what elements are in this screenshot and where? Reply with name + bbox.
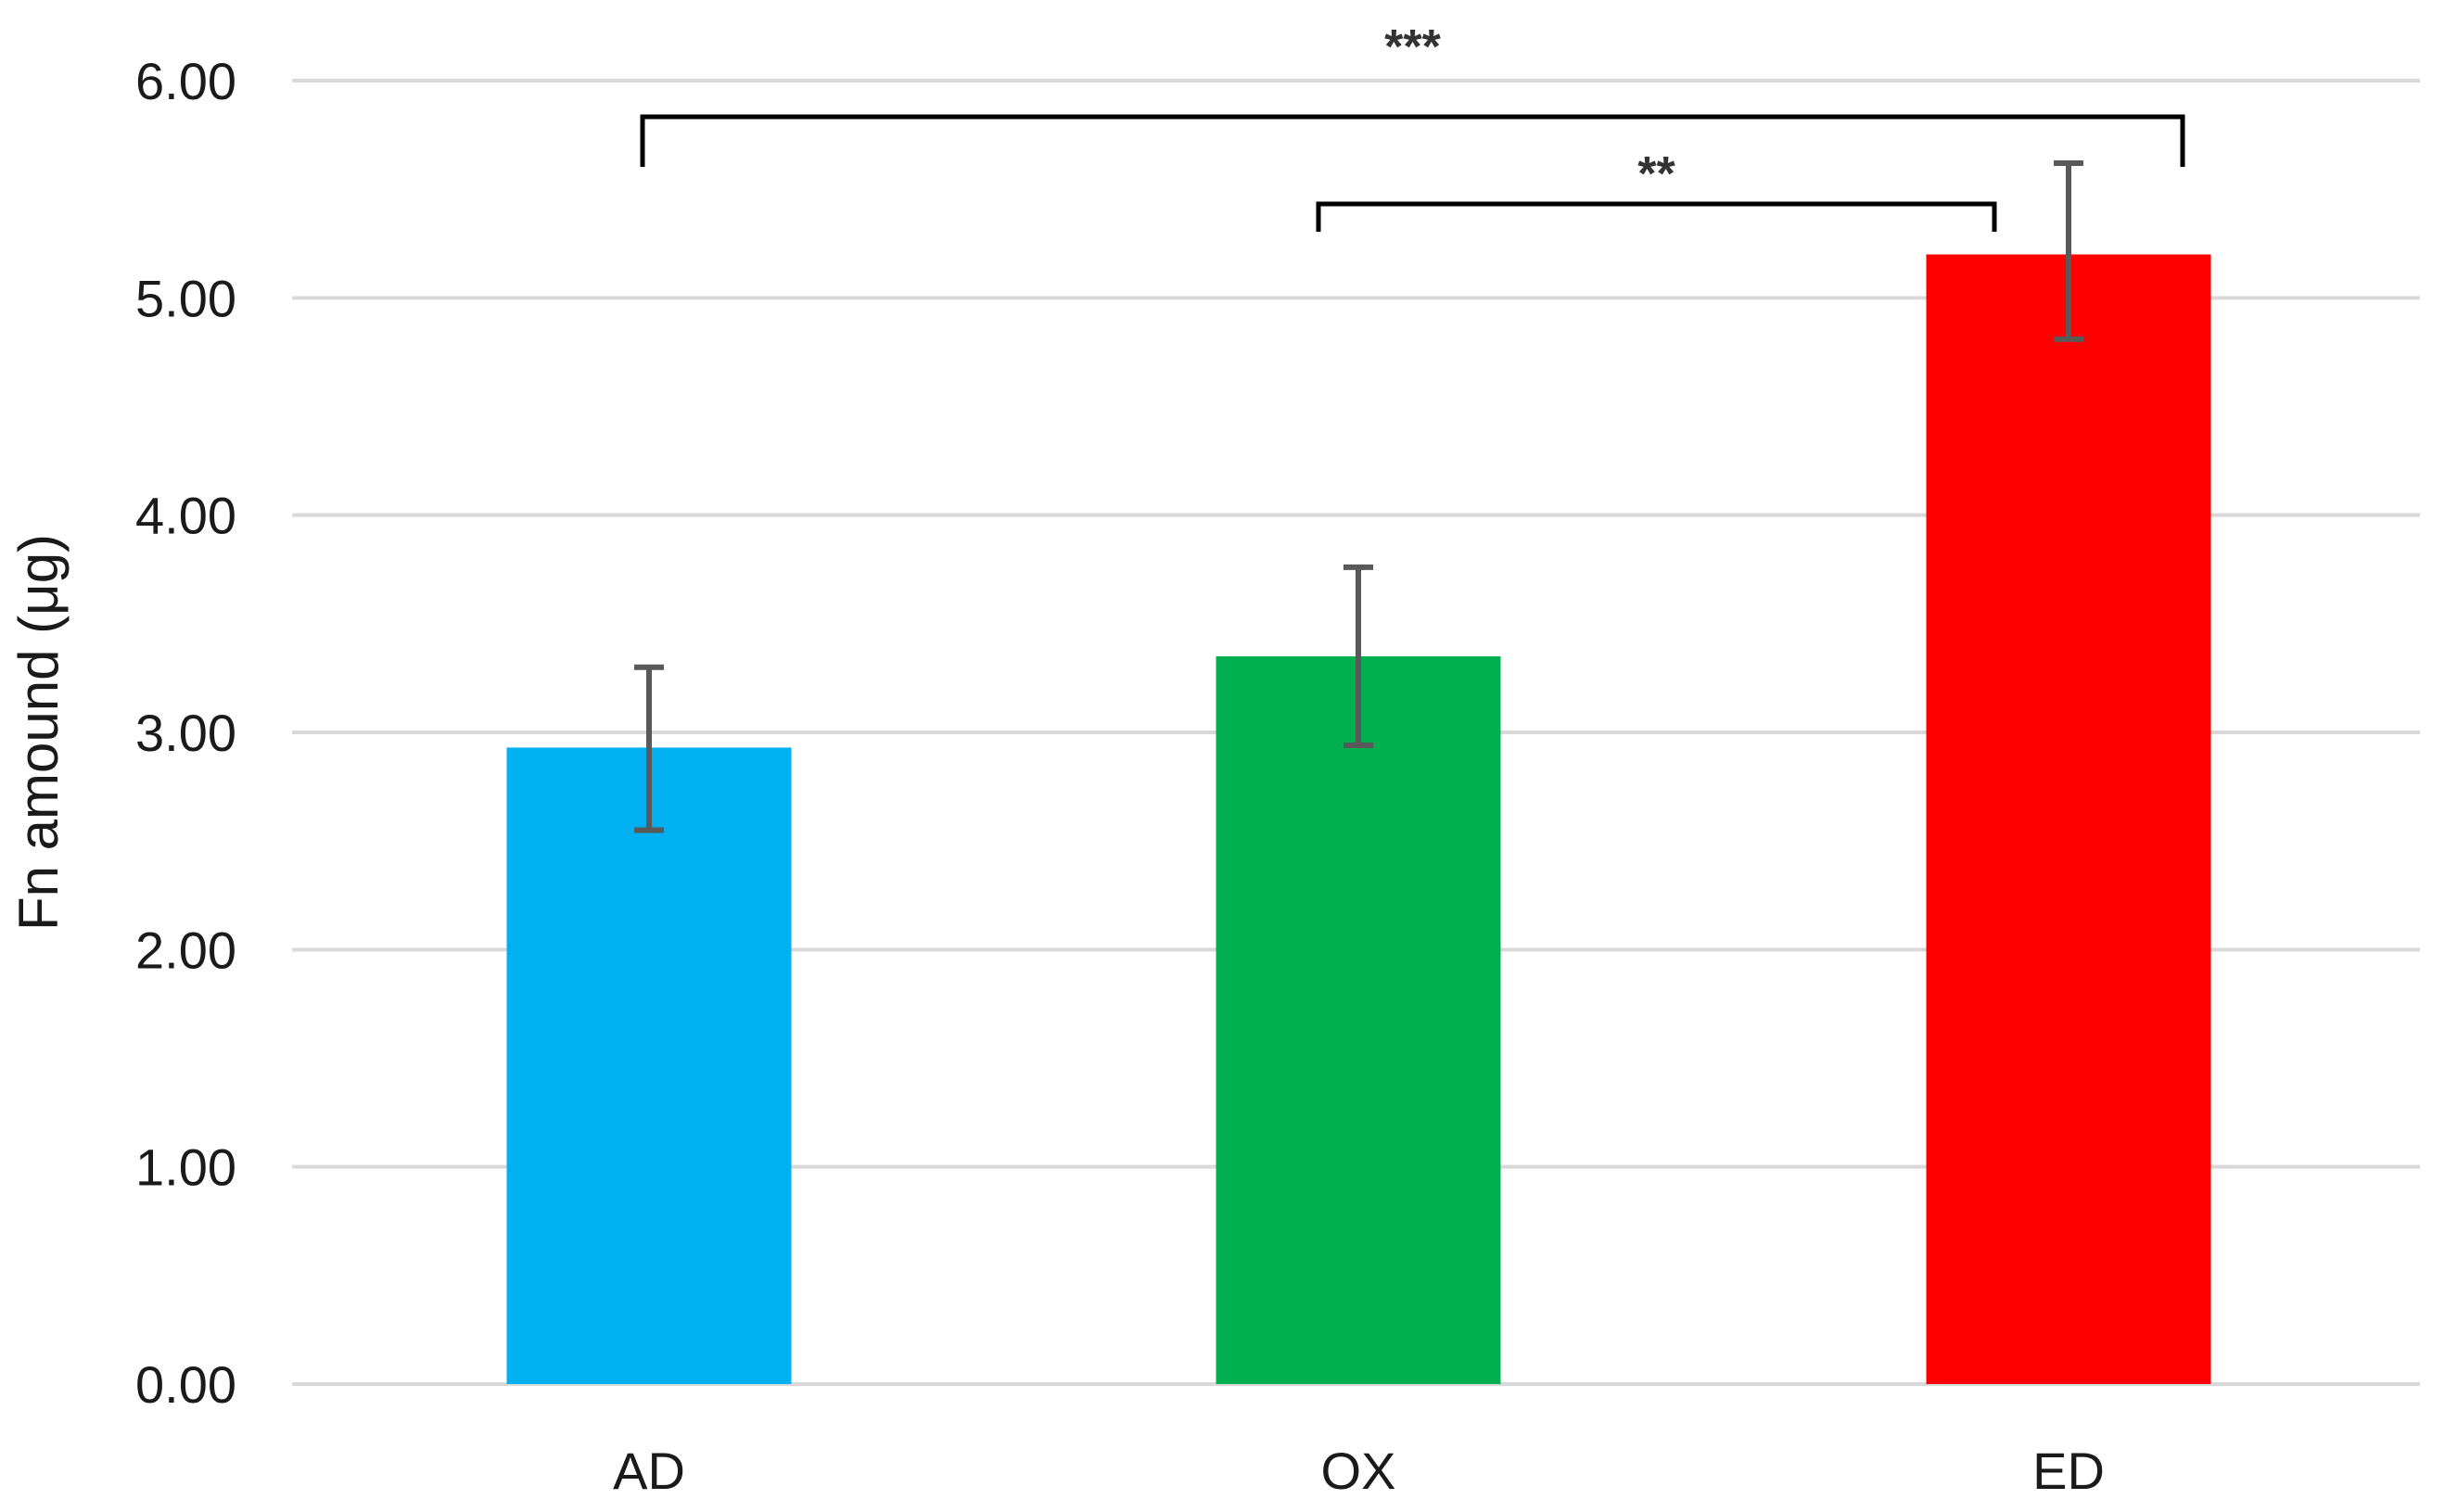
bracket-line [640,114,2185,167]
y-axis-title: Fn amound (μg) [7,534,70,931]
x-axis-ticks: AD OX ED [613,1442,2105,1500]
significance-bracket-2: *** [640,20,2185,167]
x-tick-label-ad: AD [613,1442,685,1500]
bracket-line [1316,201,1997,232]
x-tick-label-ed: ED [2032,1442,2105,1500]
significance-label: ** [1637,147,1675,201]
bar-ed [1926,254,2211,1384]
y-axis-ticks: 0.00 1.00 2.00 3.00 4.00 5.00 6.00 [135,52,236,1414]
error-bar-ad [634,664,664,833]
y-tick-label: 6.00 [135,52,236,110]
y-tick-label: 1.00 [135,1138,236,1197]
significance-brackets: ***** [640,20,2185,232]
bar-ox [1216,655,1501,1384]
error-bars [634,160,2083,833]
y-tick-label: 5.00 [135,269,236,327]
y-tick-label: 2.00 [135,921,236,979]
y-tick-label: 4.00 [135,487,236,545]
y-tick-label: 0.00 [135,1355,236,1414]
significance-label: *** [1384,20,1441,74]
y-tick-label: 3.00 [135,704,236,762]
error-bar-ed [2054,160,2083,342]
significance-bracket-1: ** [1316,147,1997,232]
error-bar-ox [1343,564,1373,749]
x-tick-label-ox: OX [1321,1442,1396,1500]
bar-ad [506,747,792,1384]
bars [506,254,2211,1384]
